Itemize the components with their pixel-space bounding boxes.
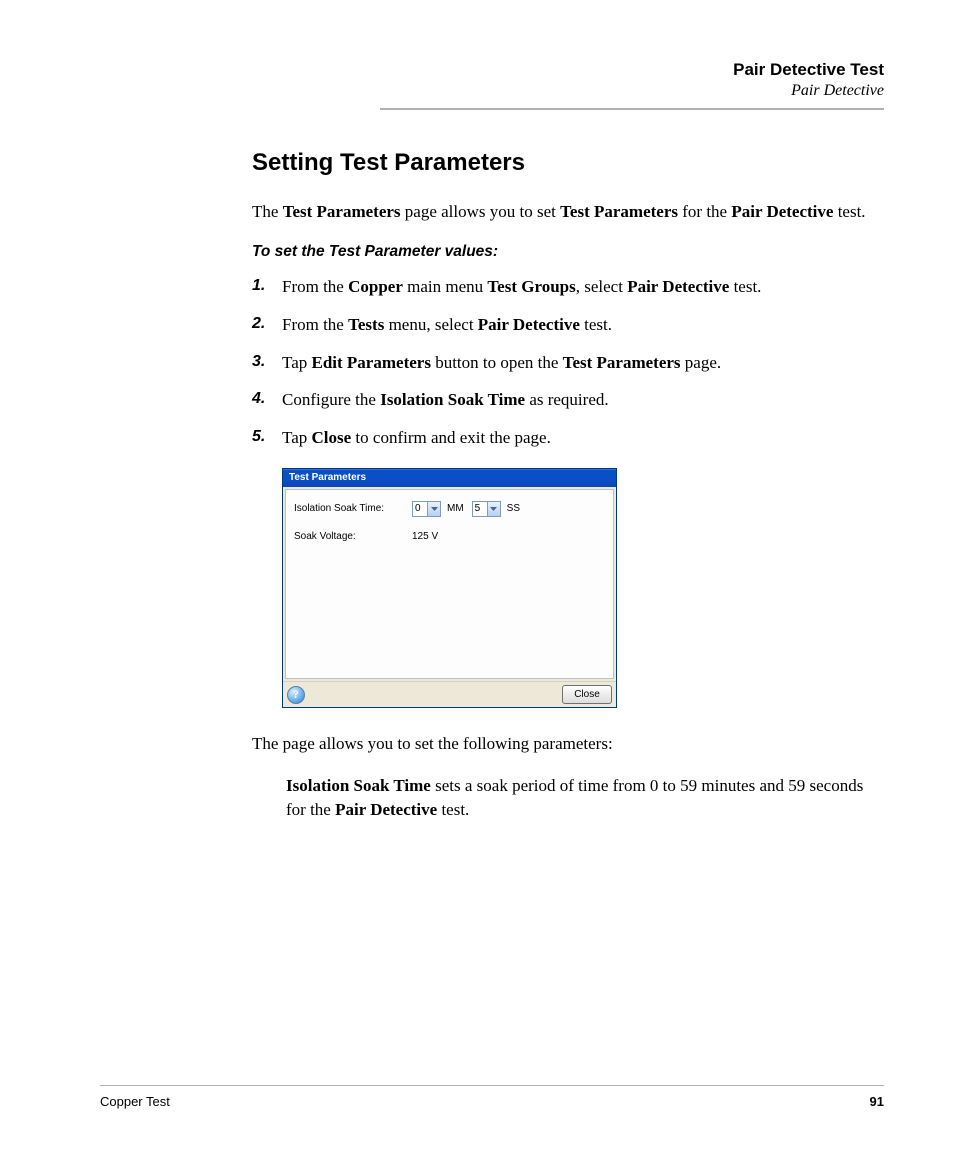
minutes-value: 0 — [413, 502, 427, 516]
step-item: 2. From the Tests menu, select Pair Dete… — [252, 313, 884, 337]
isolation-soak-time-row: Isolation Soak Time: 0 MM 5 — [294, 500, 605, 518]
dialog-titlebar: Test Parameters — [283, 469, 616, 487]
header-subtitle: Pair Detective — [100, 82, 884, 100]
minutes-unit: MM — [447, 502, 464, 516]
step-number: 3. — [252, 351, 282, 375]
document-page: Pair Detective Test Pair Detective Setti… — [0, 0, 954, 1159]
step-list: 1. From the Copper main menu Test Groups… — [252, 275, 884, 450]
seconds-unit: SS — [507, 502, 520, 516]
step-number: 4. — [252, 388, 282, 412]
step-text: Tap Edit Parameters button to open the T… — [282, 351, 884, 375]
step-item: 1. From the Copper main menu Test Groups… — [252, 275, 884, 299]
footer-rule — [100, 1085, 884, 1086]
content-area: Setting Test Parameters The Test Paramet… — [252, 146, 884, 821]
header-rule — [380, 108, 884, 110]
seconds-value: 5 — [473, 502, 487, 516]
procedure-subhead: To set the Test Parameter values: — [252, 241, 884, 263]
footer-row: Copper Test 91 — [100, 1094, 884, 1109]
soak-voltage-row: Soak Voltage: 125 V — [294, 528, 605, 546]
close-button[interactable]: Close — [562, 685, 612, 704]
step-item: 5. Tap Close to confirm and exit the pag… — [252, 426, 884, 450]
header-title: Pair Detective Test — [100, 60, 884, 80]
dialog-screenshot: Test Parameters Isolation Soak Time: 0 M… — [282, 468, 884, 708]
page-footer: Copper Test 91 — [100, 1085, 884, 1109]
soak-voltage-label: Soak Voltage: — [294, 530, 412, 544]
minutes-combo[interactable]: 0 — [412, 501, 441, 517]
soak-voltage-value: 125 V — [412, 530, 438, 544]
footer-left: Copper Test — [100, 1094, 170, 1109]
step-text: Configure the Isolation Soak Time as req… — [282, 388, 884, 412]
chevron-down-icon[interactable] — [487, 502, 500, 516]
parameter-description: Isolation Soak Time sets a soak period o… — [286, 774, 884, 822]
step-text: From the Tests menu, select Pair Detecti… — [282, 313, 884, 337]
step-number: 5. — [252, 426, 282, 450]
step-number: 2. — [252, 313, 282, 337]
step-item: 3. Tap Edit Parameters button to open th… — [252, 351, 884, 375]
seconds-combo[interactable]: 5 — [472, 501, 501, 517]
section-title: Setting Test Parameters — [252, 146, 884, 180]
soak-time-controls: 0 MM 5 — [412, 501, 524, 517]
test-parameters-dialog: Test Parameters Isolation Soak Time: 0 M… — [282, 468, 617, 708]
page-number: 91 — [870, 1094, 884, 1109]
help-icon[interactable]: ? — [287, 686, 305, 704]
after-dialog-paragraph: The page allows you to set the following… — [252, 732, 884, 756]
isolation-soak-time-label: Isolation Soak Time: — [294, 502, 412, 516]
step-item: 4. Configure the Isolation Soak Time as … — [252, 388, 884, 412]
step-text: Tap Close to confirm and exit the page. — [282, 426, 884, 450]
page-header: Pair Detective Test Pair Detective — [100, 60, 884, 110]
dialog-body: Isolation Soak Time: 0 MM 5 — [285, 489, 614, 679]
step-number: 1. — [252, 275, 282, 299]
dialog-footer: ? Close — [283, 681, 616, 707]
chevron-down-icon[interactable] — [427, 502, 440, 516]
step-text: From the Copper main menu Test Groups, s… — [282, 275, 884, 299]
intro-paragraph: The Test Parameters page allows you to s… — [252, 200, 884, 224]
